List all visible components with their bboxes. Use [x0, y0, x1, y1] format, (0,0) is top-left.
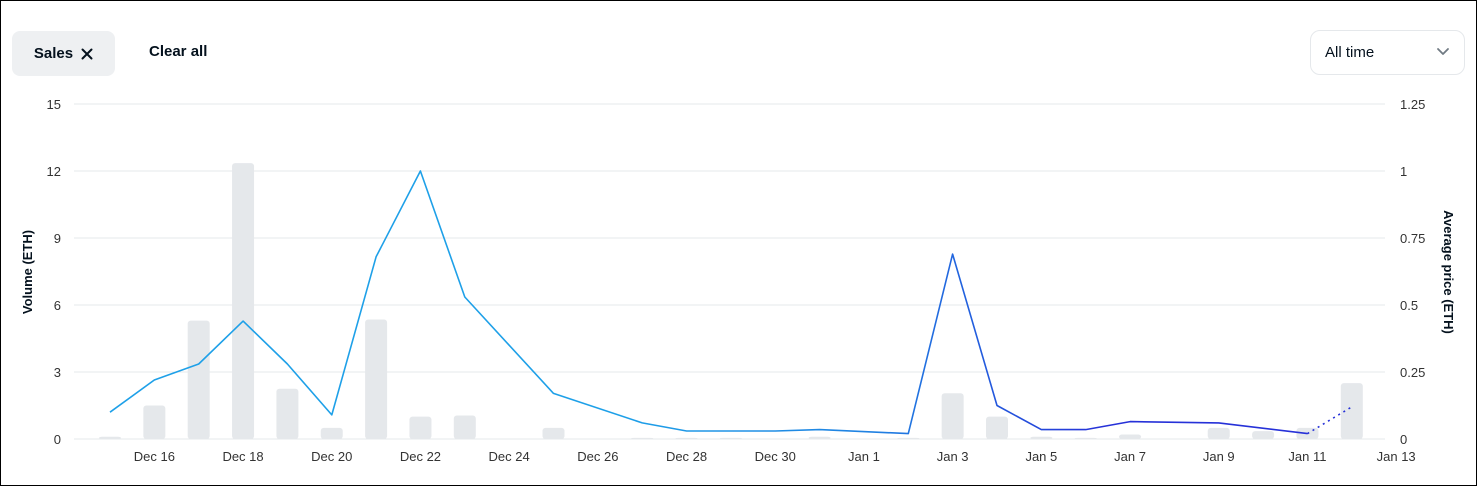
price-line-path: [109, 170, 1308, 435]
volume-bar: [187, 320, 210, 439]
volume-bar: [1207, 427, 1230, 439]
volume-bar: [808, 436, 831, 439]
x-tick-label: Jan 13: [1377, 449, 1416, 464]
left-tick-label: 0: [54, 432, 61, 447]
close-icon[interactable]: [81, 48, 93, 60]
x-tick-label: Jan 9: [1203, 449, 1235, 464]
volume-bar: [1252, 431, 1275, 439]
right-tick-label: 0.5: [1400, 298, 1418, 313]
left-tick-label: 6: [54, 298, 61, 313]
x-tick-label: Dec 26: [577, 449, 618, 464]
volume-bar: [675, 437, 698, 439]
grid-lines: [74, 103, 1385, 440]
x-tick-label: Dec 30: [755, 449, 796, 464]
x-tick-label: Jan 7: [1114, 449, 1146, 464]
right-tick-label: 0.75: [1400, 231, 1425, 246]
volume-bar: [631, 437, 654, 439]
volume-bars: [99, 163, 1363, 439]
volume-bar: [99, 436, 121, 439]
right-axis-ticks: 0 0.25 0.5 0.75 1 1.25: [1400, 97, 1425, 447]
right-tick-label: 1.25: [1400, 97, 1425, 112]
volume-bar: [409, 416, 432, 439]
volume-bar: [986, 416, 1008, 439]
volume-bar: [320, 427, 343, 439]
volume-bar: [719, 437, 742, 439]
x-tick-label: Jan 1: [848, 449, 880, 464]
x-tick-label: Jan 3: [937, 449, 969, 464]
volume-bar: [1119, 434, 1142, 439]
volume-bar: [143, 405, 166, 439]
volume-bar: [232, 163, 255, 439]
x-axis-ticks: Dec 16 Dec 18 Dec 20 Dec 22 Dec 24 Dec 26 Dec …: [134, 449, 1416, 464]
time-range-value: All time: [1325, 44, 1375, 61]
x-tick-label: Dec 20: [311, 449, 352, 464]
volume-bar: [365, 319, 388, 439]
right-tick-label: 1: [1400, 164, 1407, 179]
right-tick-label: 0: [1400, 432, 1407, 447]
volume-bar: [1074, 437, 1097, 439]
x-tick-label: Dec 18: [222, 449, 263, 464]
x-tick-label: Dec 24: [489, 449, 530, 464]
x-tick-label: Dec 16: [134, 449, 175, 464]
volume-bar: [897, 437, 920, 439]
time-range-select[interactable]: All time: [1310, 30, 1465, 75]
left-tick-label: 9: [54, 231, 61, 246]
sales-filter-label: Sales: [33, 45, 74, 62]
volume-bar: [276, 388, 299, 439]
price-projection: [1307, 406, 1353, 435]
x-tick-label: Dec 22: [400, 449, 441, 464]
volume-bar: [1030, 436, 1053, 439]
right-axis-title: Average price (ETH): [1441, 210, 1456, 334]
right-tick-label: 0.25: [1400, 365, 1425, 380]
volume-bar: [941, 393, 964, 439]
x-tick-label: Jan 11: [1288, 449, 1326, 464]
volume-bar: [453, 415, 476, 439]
average-price-line: [109, 170, 1353, 435]
left-tick-label: 3: [54, 365, 61, 380]
left-tick-label: 15: [47, 97, 61, 112]
sales-filter-chip[interactable]: Sales: [12, 31, 115, 76]
left-axis-ticks: 0 3 6 9 12 15: [47, 97, 61, 447]
left-axis-title: Volume (ETH): [20, 230, 35, 314]
x-tick-label: Jan 5: [1025, 449, 1057, 464]
chevron-down-icon: [1437, 48, 1449, 55]
left-tick-label: 12: [47, 164, 61, 179]
x-tick-label: Dec 28: [666, 449, 707, 464]
volume-bar: [542, 427, 565, 439]
clear-all-button[interactable]: Clear all: [149, 43, 208, 60]
volume-bar: [1340, 383, 1363, 439]
